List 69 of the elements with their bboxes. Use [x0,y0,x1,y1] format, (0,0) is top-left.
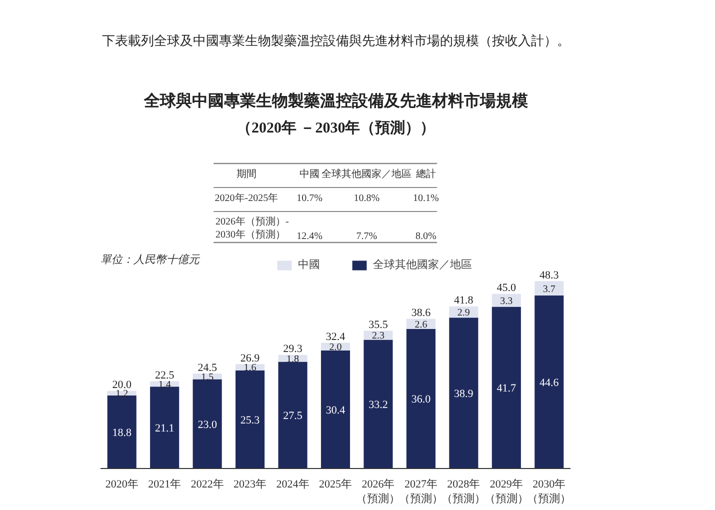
legend-label: 全球其他國家／地區 [373,257,472,272]
data-label: 2.0 [329,342,342,354]
bar [406,318,436,329]
total-label: 32.4 [326,331,346,344]
x-tick-label: 2020年 [105,478,138,490]
bar [449,318,478,468]
bar [192,379,222,468]
x-tick-label: 2029年（預測） [484,478,528,505]
text: 10.7% [296,193,322,204]
text: 2026年（預測）-2030年（預測） [216,215,289,240]
x-tick-label: 2030年（預測） [527,478,572,505]
chart-title: 全球與中國專業生物製藥溫控設備及先進材料市場規模 [142,91,528,110]
text: 7.7% [356,231,378,242]
data-label: 2.9 [457,307,470,318]
total-label: 26.9 [240,352,260,364]
total-label: 24.5 [198,362,218,374]
data-label: 3.7 [542,284,556,295]
text: 10.8% [354,193,380,204]
bar [278,362,308,468]
text: 總計 [414,168,436,180]
total-label: 35.5 [368,319,388,332]
total-label: 29.3 [283,343,303,356]
data-label: 21.1 [154,422,174,435]
text: 期間 [236,168,256,180]
x-tick-label: 2024年 [276,478,310,490]
data-label: 30.4 [326,404,346,417]
text: 中國 [300,168,320,180]
bar [364,340,393,468]
x-tick-label: 2027年（預測） [398,478,443,505]
bar [406,328,436,468]
bar [534,295,564,468]
x-tick-label: 2023年 [234,478,267,490]
data-label: 2.3 [372,330,384,342]
text: 2020年-2025年 [214,192,278,204]
data-label: 23.0 [198,418,218,431]
x-tick-label: 2026年（預測） [356,478,400,505]
bar [150,386,180,468]
x-tick-label: 2022年 [190,478,224,490]
data-label: 44.6 [540,376,560,389]
bar [320,350,350,468]
bar [107,396,136,468]
data-label: 36.0 [411,394,432,406]
x-tick-label: 2028年（預測） [442,478,486,505]
bar [534,281,564,296]
total-label: 41.8 [454,294,474,307]
total-label: 48.3 [540,269,560,282]
text: 12.4% [296,231,322,242]
legend-label: 中國 [298,257,320,272]
chart-subtitle: （2020年 －2030年（預測）） [236,120,436,136]
total-label: 22.5 [154,370,175,382]
x-tick-label: 2021年 [148,478,182,490]
text: 單位：人民幣十億元 [100,252,200,266]
text: 全球其他國家／地區 [322,168,412,180]
text: 8.0% [415,231,436,242]
data-label: 18.8 [112,427,132,440]
data-label: 2.6 [414,319,428,330]
x-tick-label: 2025年 [319,478,352,490]
data-label: 3.3 [500,296,513,307]
bar [492,306,521,468]
text: 下表載列全球及中國專業生物製藥溫控設備與先進材料市場的規模（按收入計）。 [102,33,570,48]
data-label: 27.5 [283,410,303,422]
bar [236,370,265,468]
data-label: 41.7 [496,382,517,395]
data-label: 38.9 [454,388,474,400]
text: 10.1% [412,193,439,204]
total-label: 38.6 [411,307,432,320]
data-label: 33.2 [368,399,388,412]
data-label: 25.3 [240,414,260,426]
total-label: 45.0 [496,282,517,294]
